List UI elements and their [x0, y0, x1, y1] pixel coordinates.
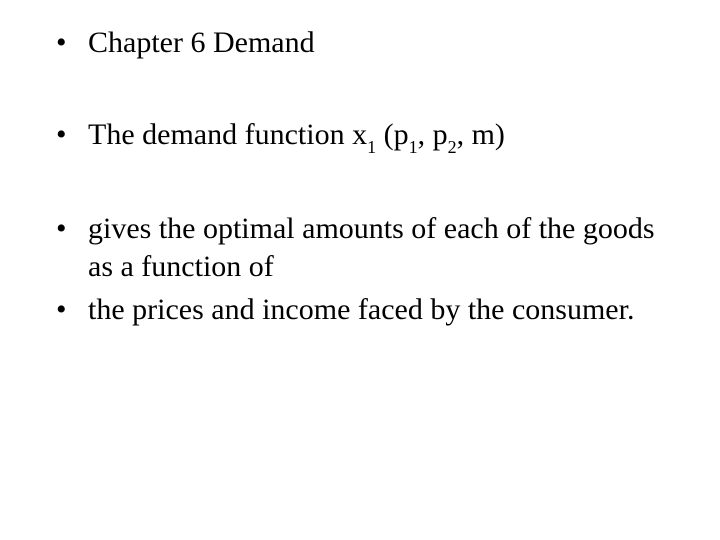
bullet-item-2: The demand function x1 (p1, p2, m)	[56, 116, 664, 157]
slide: Chapter 6 Demand The demand function x1 …	[0, 0, 720, 540]
bullet-text-4: the prices and income faced by the consu…	[88, 293, 634, 326]
bullet-text-2-mid2: , p	[418, 118, 448, 151]
bullet-item-1: Chapter 6 Demand	[56, 24, 664, 62]
bullet-item-3: gives the optimal amounts of each of the…	[56, 210, 664, 285]
subscript-2: 1	[409, 137, 418, 157]
bullet-text-2-pre: The demand function x	[88, 118, 367, 151]
bullet-text-2-mid1: (p	[376, 118, 409, 151]
bullet-item-4: the prices and income faced by the consu…	[56, 291, 664, 329]
spacer	[56, 156, 664, 210]
subscript-3: 2	[448, 137, 457, 157]
subscript-1: 1	[367, 137, 376, 157]
spacer	[56, 62, 664, 116]
bullet-list: Chapter 6 Demand The demand function x1 …	[56, 24, 664, 329]
bullet-text-1: Chapter 6 Demand	[88, 26, 315, 59]
bullet-text-3: gives the optimal amounts of each of the…	[88, 212, 655, 283]
bullet-text-2-post: , m)	[457, 118, 505, 151]
